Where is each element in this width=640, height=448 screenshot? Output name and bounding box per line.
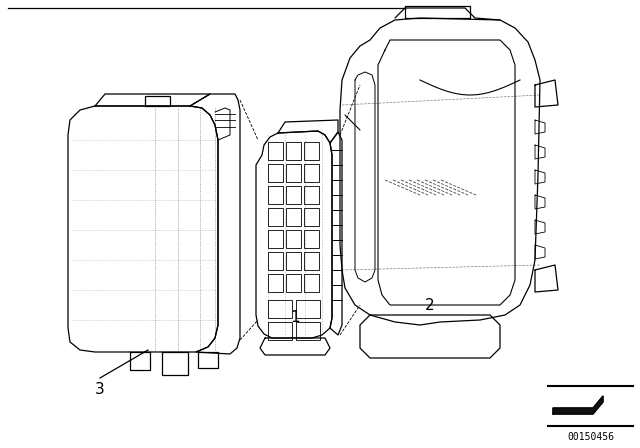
Bar (304, 274, 319, 292)
Text: 00150456: 00150456 (567, 432, 614, 442)
Bar (304, 186, 319, 204)
Bar (286, 230, 301, 248)
Bar (304, 208, 319, 226)
Bar (268, 186, 283, 204)
Bar (286, 208, 301, 226)
Text: 1: 1 (290, 310, 300, 326)
Bar (296, 300, 320, 318)
Bar (268, 142, 283, 160)
Bar (296, 322, 320, 340)
Bar (304, 252, 319, 270)
Bar (268, 252, 283, 270)
Bar (268, 164, 283, 182)
Bar (268, 230, 283, 248)
Bar (304, 230, 319, 248)
Bar (268, 274, 283, 292)
Bar (268, 300, 292, 318)
Text: 3: 3 (95, 383, 105, 397)
Bar (286, 164, 301, 182)
Bar (268, 322, 292, 340)
Bar (304, 164, 319, 182)
Bar (286, 274, 301, 292)
Polygon shape (553, 396, 603, 414)
Bar (286, 186, 301, 204)
Text: 2: 2 (425, 297, 435, 313)
Bar (286, 252, 301, 270)
Bar (286, 142, 301, 160)
Bar (304, 142, 319, 160)
Bar (268, 208, 283, 226)
